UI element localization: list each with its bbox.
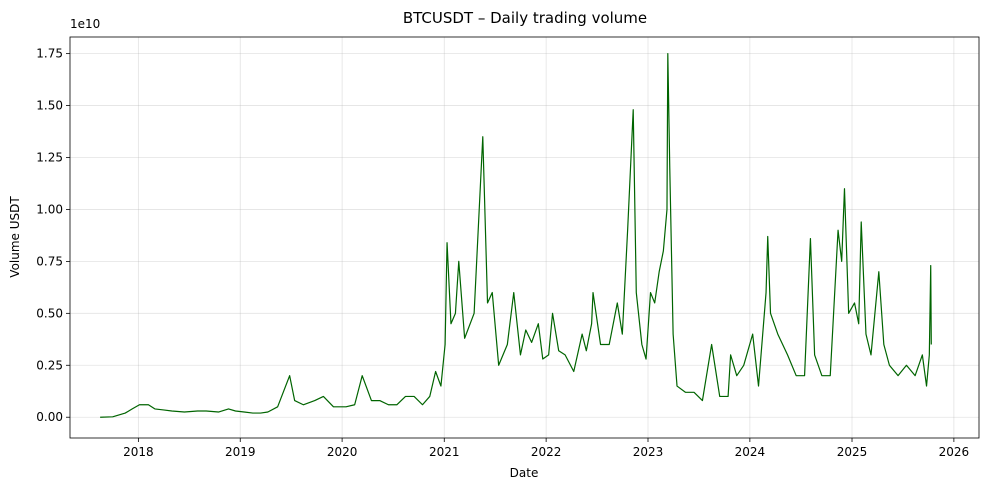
x-tick-label: 2018 [123,445,154,459]
volume-series-line [100,53,932,418]
y-tick-label: 0.75 [36,254,63,268]
y-tick-label: 1.50 [36,99,63,113]
chart-title: BTCUSDT – Daily trading volume [403,9,647,27]
x-axis: 2018 2019 2020 2021 2022 2023 2024 2025 2026 [123,438,969,459]
y-tick-label: 1.75 [36,47,63,61]
plot-frame [69,36,980,439]
x-tick-label: 2019 [225,445,256,459]
x-axis-label: Date [510,466,539,480]
grid [70,37,979,438]
y-tick-label: 0.50 [36,306,63,320]
y-tick-label: 1.00 [36,202,63,216]
y-axis-offset-label: 1e10 [70,17,100,31]
y-axis: 0.00 0.25 0.50 0.75 1.00 1.25 1.50 1.75 [36,47,70,424]
x-tick-label: 2024 [735,445,766,459]
x-tick-label: 2020 [327,445,358,459]
x-tick-label: 2025 [837,445,868,459]
x-tick-label: 2022 [531,445,562,459]
x-tick-label: 2023 [633,445,664,459]
y-tick-label: 0.25 [36,358,63,372]
y-tick-label: 1.25 [36,151,63,165]
x-tick-label: 2026 [939,445,970,459]
y-axis-label: Volume USDT [8,196,22,278]
y-tick-label: 0.00 [36,410,63,424]
x-tick-label: 2021 [429,445,460,459]
